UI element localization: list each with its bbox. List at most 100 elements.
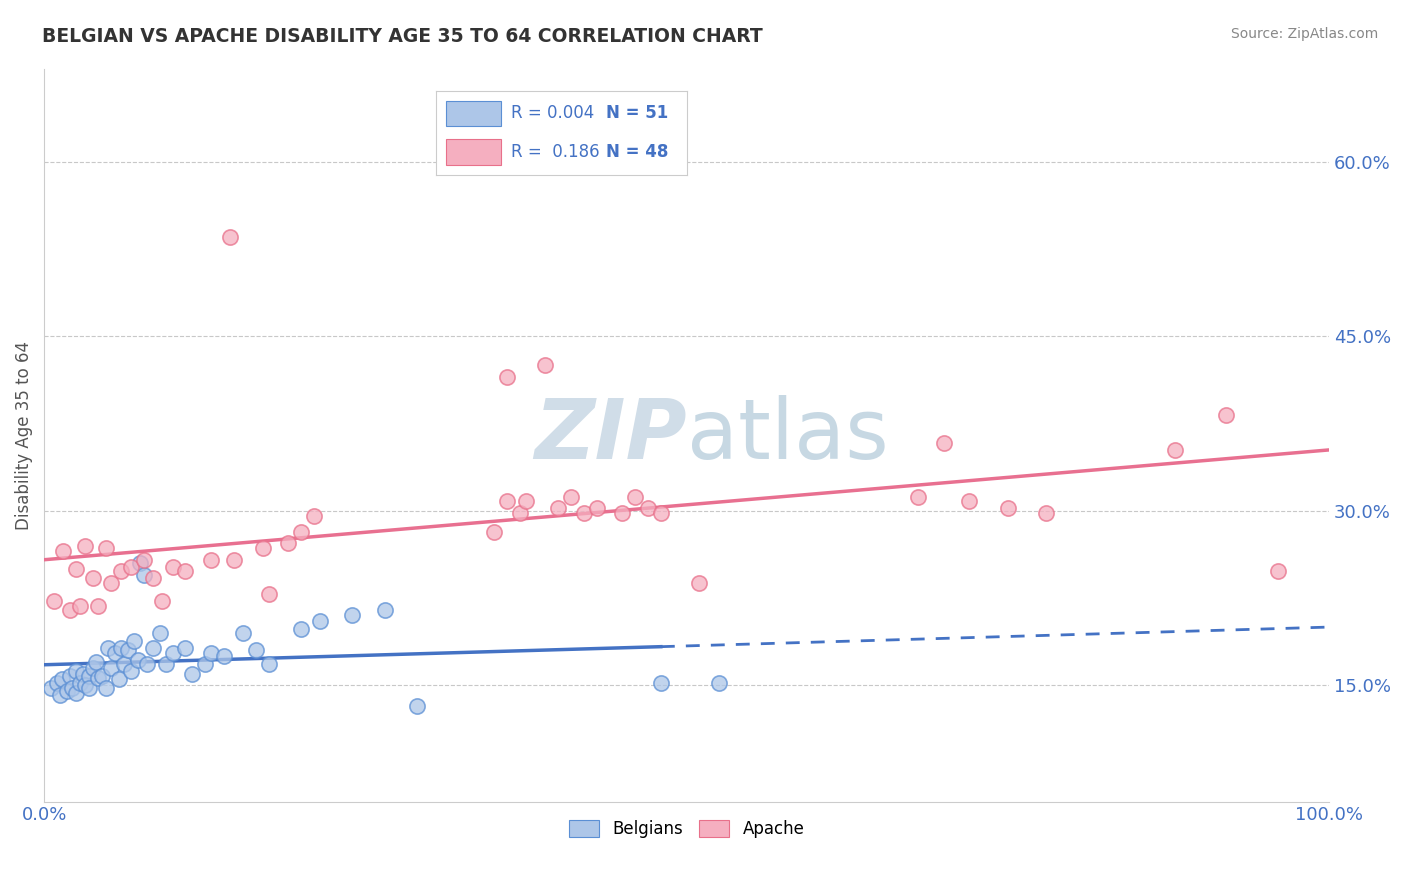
Point bbox=[174, 640, 197, 655]
Point bbox=[257, 587, 280, 601]
Point bbox=[374, 602, 396, 616]
Point bbox=[495, 494, 517, 508]
Point bbox=[174, 564, 197, 578]
Point bbox=[122, 634, 145, 648]
Point bbox=[59, 602, 82, 616]
Point bbox=[65, 665, 87, 679]
Point bbox=[245, 643, 267, 657]
Legend: Belgians, Apache: Belgians, Apache bbox=[562, 813, 811, 845]
Point bbox=[1164, 443, 1187, 458]
Point bbox=[75, 539, 97, 553]
Point bbox=[77, 681, 100, 695]
Point bbox=[560, 490, 582, 504]
Point bbox=[51, 673, 73, 687]
Point bbox=[97, 640, 120, 655]
Point bbox=[77, 669, 100, 683]
Point bbox=[87, 671, 110, 685]
Point bbox=[509, 506, 531, 520]
Point bbox=[232, 625, 254, 640]
Point bbox=[200, 646, 222, 660]
Point bbox=[585, 501, 607, 516]
Point bbox=[309, 614, 332, 628]
Point bbox=[129, 556, 152, 570]
Point bbox=[688, 575, 710, 590]
Text: BELGIAN VS APACHE DISABILITY AGE 35 TO 64 CORRELATION CHART: BELGIAN VS APACHE DISABILITY AGE 35 TO 6… bbox=[42, 27, 763, 45]
Point bbox=[907, 490, 929, 504]
Point bbox=[56, 684, 79, 698]
Point bbox=[707, 676, 730, 690]
Point bbox=[624, 490, 647, 504]
Point bbox=[180, 666, 202, 681]
Point bbox=[302, 509, 325, 524]
Point bbox=[104, 646, 127, 660]
Point bbox=[107, 673, 129, 687]
Point bbox=[149, 625, 172, 640]
Point bbox=[72, 666, 94, 681]
Point bbox=[134, 552, 156, 566]
Point bbox=[637, 501, 659, 516]
Point bbox=[162, 646, 184, 660]
Point bbox=[932, 436, 955, 450]
Point bbox=[224, 552, 246, 566]
Point bbox=[135, 657, 157, 672]
Point bbox=[65, 686, 87, 700]
Point bbox=[110, 564, 132, 578]
Point bbox=[290, 623, 312, 637]
Point bbox=[65, 562, 87, 576]
Point bbox=[117, 643, 139, 657]
Point bbox=[39, 681, 62, 695]
Point bbox=[69, 599, 91, 613]
Y-axis label: Disability Age 35 to 64: Disability Age 35 to 64 bbox=[15, 341, 32, 530]
Point bbox=[290, 524, 312, 539]
Point bbox=[94, 681, 117, 695]
Point bbox=[257, 657, 280, 672]
Point bbox=[1035, 506, 1057, 520]
Point bbox=[1215, 409, 1237, 423]
Point bbox=[534, 358, 557, 372]
Point bbox=[1267, 564, 1289, 578]
Point bbox=[44, 594, 66, 608]
Point bbox=[100, 661, 122, 675]
Point bbox=[110, 640, 132, 655]
Point bbox=[150, 594, 173, 608]
Point bbox=[82, 661, 104, 675]
Point bbox=[100, 575, 122, 590]
Point bbox=[82, 571, 104, 585]
Point bbox=[121, 665, 143, 679]
Point bbox=[194, 657, 217, 672]
Text: atlas: atlas bbox=[686, 394, 889, 475]
Point bbox=[212, 649, 235, 664]
Point bbox=[69, 676, 91, 690]
Point bbox=[650, 506, 672, 520]
Point bbox=[342, 608, 364, 623]
Point bbox=[200, 552, 222, 566]
Point bbox=[162, 559, 184, 574]
Point bbox=[405, 699, 427, 714]
Point bbox=[515, 494, 537, 508]
Point bbox=[52, 544, 75, 558]
Point bbox=[482, 524, 505, 539]
Point bbox=[547, 501, 569, 516]
Point bbox=[495, 369, 517, 384]
Point bbox=[219, 230, 242, 244]
Point bbox=[46, 676, 69, 690]
Point bbox=[60, 681, 83, 695]
Point bbox=[142, 640, 165, 655]
Point bbox=[94, 541, 117, 555]
Point bbox=[90, 669, 112, 683]
Text: ZIP: ZIP bbox=[534, 394, 686, 475]
Point bbox=[650, 676, 672, 690]
Point bbox=[142, 571, 165, 585]
Point bbox=[48, 688, 70, 702]
Point bbox=[84, 655, 107, 669]
Point bbox=[957, 494, 980, 508]
Point bbox=[87, 599, 110, 613]
Point bbox=[997, 501, 1019, 516]
Point bbox=[112, 657, 135, 672]
Point bbox=[134, 567, 156, 582]
Point bbox=[75, 678, 97, 692]
Point bbox=[277, 536, 299, 550]
Point bbox=[121, 559, 143, 574]
Point bbox=[59, 669, 82, 683]
Point bbox=[252, 541, 274, 555]
